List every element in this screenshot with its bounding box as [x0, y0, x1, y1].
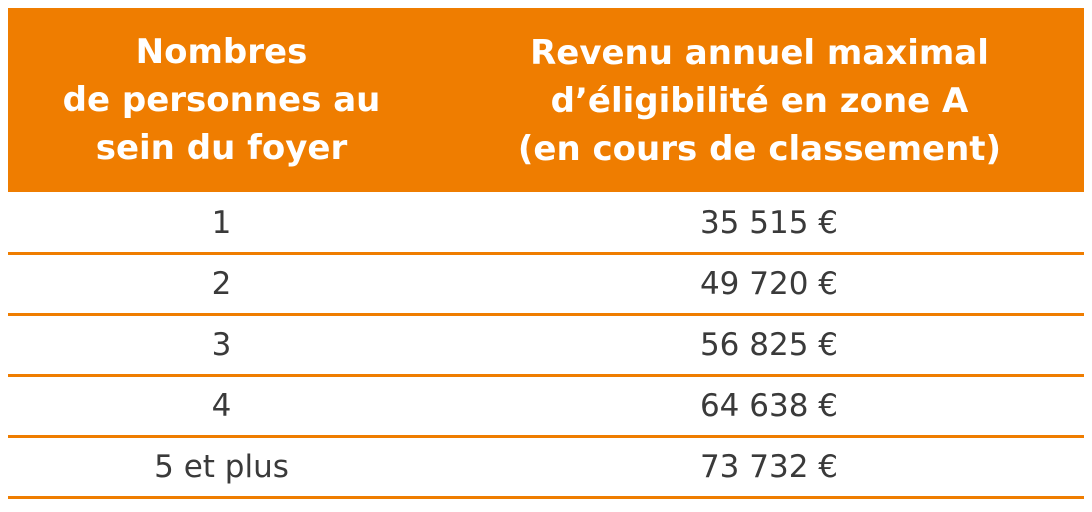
table-row: 1 35 515 €	[8, 194, 1084, 255]
header-household-size: Nombres de personnes au sein du foyer	[62, 32, 381, 168]
header-max-annual-income: Revenu annuel maximal d’éligibilité en z…	[517, 33, 1002, 169]
household-size-cell: 4	[211, 388, 232, 424]
table-body: 1 35 515 € 2 49 720 € 3 56 825 € 4 64 63…	[8, 192, 1084, 499]
household-size-cell: 2	[211, 266, 232, 302]
income-cell: 56 825 €	[699, 327, 838, 363]
table-row: 4 64 638 €	[8, 377, 1084, 438]
income-cell: 64 638 €	[699, 388, 838, 424]
household-size-cell: 5 et plus	[154, 449, 289, 485]
table-row: 5 et plus 73 732 €	[8, 438, 1084, 499]
table-header-row: Nombres de personnes au sein du foyer Re…	[8, 8, 1084, 192]
income-cell: 73 732 €	[699, 449, 838, 485]
household-size-cell: 3	[211, 327, 232, 363]
income-eligibility-table: Nombres de personnes au sein du foyer Re…	[8, 8, 1084, 499]
household-size-cell: 1	[211, 205, 232, 241]
income-cell: 49 720 €	[699, 266, 838, 302]
table-row: 3 56 825 €	[8, 316, 1084, 377]
income-cell: 35 515 €	[699, 205, 838, 241]
table-row: 2 49 720 €	[8, 255, 1084, 316]
